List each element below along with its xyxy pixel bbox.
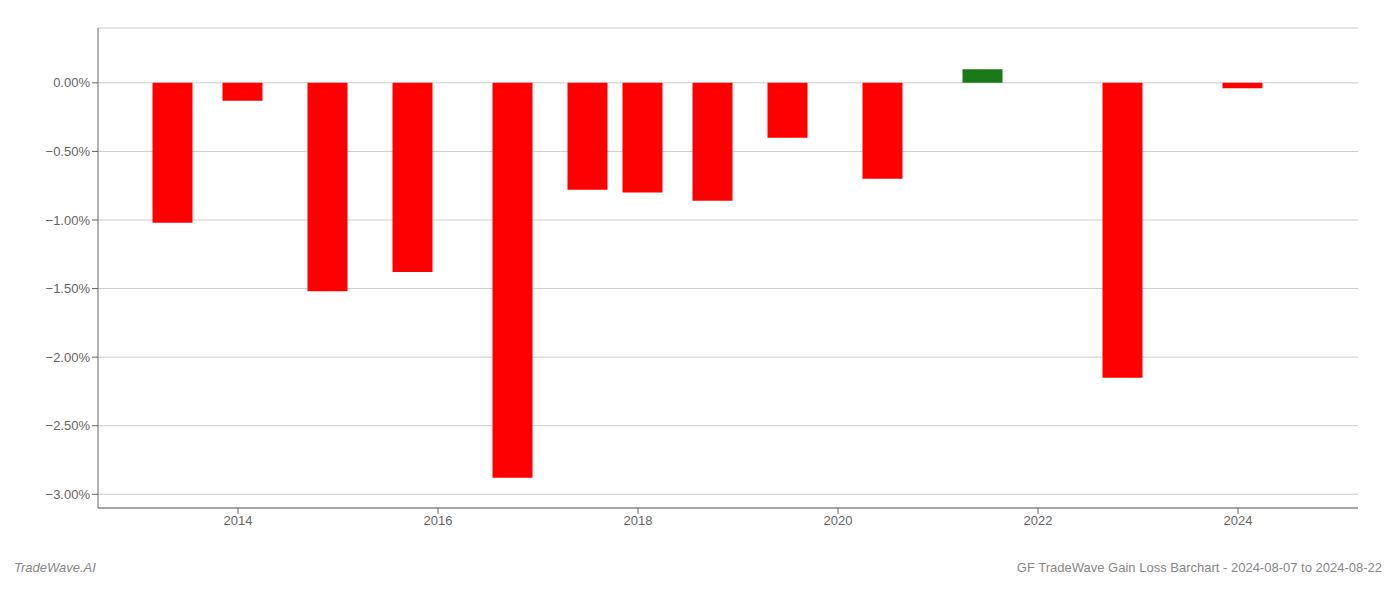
svg-text:−0.50%: −0.50% bbox=[46, 144, 91, 159]
svg-text:2016: 2016 bbox=[424, 513, 453, 528]
svg-text:−1.00%: −1.00% bbox=[46, 213, 91, 228]
html-text:GF TradeWave Gain Loss Barchar: GF TradeWave Gain Loss Barchart - 2024-0… bbox=[1016, 560, 1382, 575]
svg-text:2014: 2014 bbox=[224, 513, 253, 528]
svg-text:2018: 2018 bbox=[624, 513, 653, 528]
html-text:TradeWave.AI: TradeWave.AI bbox=[14, 560, 96, 575]
svg-text:−1.50%: −1.50% bbox=[46, 281, 91, 296]
svg-text:2020: 2020 bbox=[824, 513, 853, 528]
svg-text:0.00%: 0.00% bbox=[53, 75, 90, 90]
svg-text:−2.00%: −2.00% bbox=[46, 350, 91, 365]
svg-text:−3.00%: −3.00% bbox=[46, 487, 91, 502]
svg-text:−2.50%: −2.50% bbox=[46, 418, 91, 433]
svg-text:2024: 2024 bbox=[1224, 513, 1253, 528]
svg-text:2022: 2022 bbox=[1024, 513, 1053, 528]
